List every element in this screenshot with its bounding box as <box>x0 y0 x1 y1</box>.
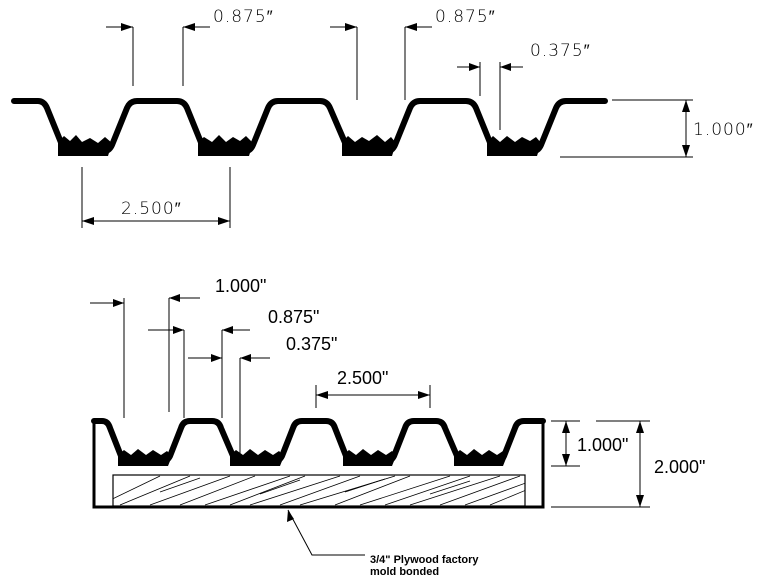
top-trough-blob-1 <box>58 135 112 156</box>
top-trough-blob-4 <box>487 136 541 156</box>
top-dim-0875-a: 0.875″ <box>213 7 274 27</box>
top-dim-height-1000: 1.000″ <box>693 120 754 140</box>
top-trough-blob-3 <box>342 135 396 156</box>
mold-trough-blob-1 <box>118 449 172 466</box>
mold-dim-1000: 1.000" <box>215 276 266 296</box>
mold-dim-0875: 0.875" <box>268 307 319 327</box>
plywood-hatching <box>113 475 525 506</box>
mold-dim-height-2000: 2.000" <box>654 457 705 477</box>
mold-dim-0375: 0.375" <box>286 334 337 354</box>
plywood-note-line2: mold bonded <box>370 566 439 578</box>
mold-trough-blob-4 <box>454 449 507 466</box>
top-dim-0375: 0.375″ <box>530 41 591 61</box>
top-profile-drawing: 0.875″ 0.875″ 0.375″ 1.000″ 2.500″ <box>11 7 754 228</box>
mold-dim-pitch-2500: 2.500" <box>337 368 388 388</box>
top-dim-0875-b: 0.875″ <box>435 7 496 27</box>
top-trough-blob-2 <box>198 135 253 156</box>
mold-box-outline <box>92 421 545 509</box>
mold-dim-height-1000: 1.000" <box>577 435 628 455</box>
plywood-note-line1: 3/4" Plywood factory <box>370 554 479 566</box>
mold-trough-blob-3 <box>343 449 396 466</box>
mold-trough-blob-2 <box>230 449 284 466</box>
top-dim-pitch-2500: 2.500″ <box>121 199 182 219</box>
mold-assembly-drawing: 3/4" Plywood factory mold bonded 1.000" … <box>90 276 705 578</box>
